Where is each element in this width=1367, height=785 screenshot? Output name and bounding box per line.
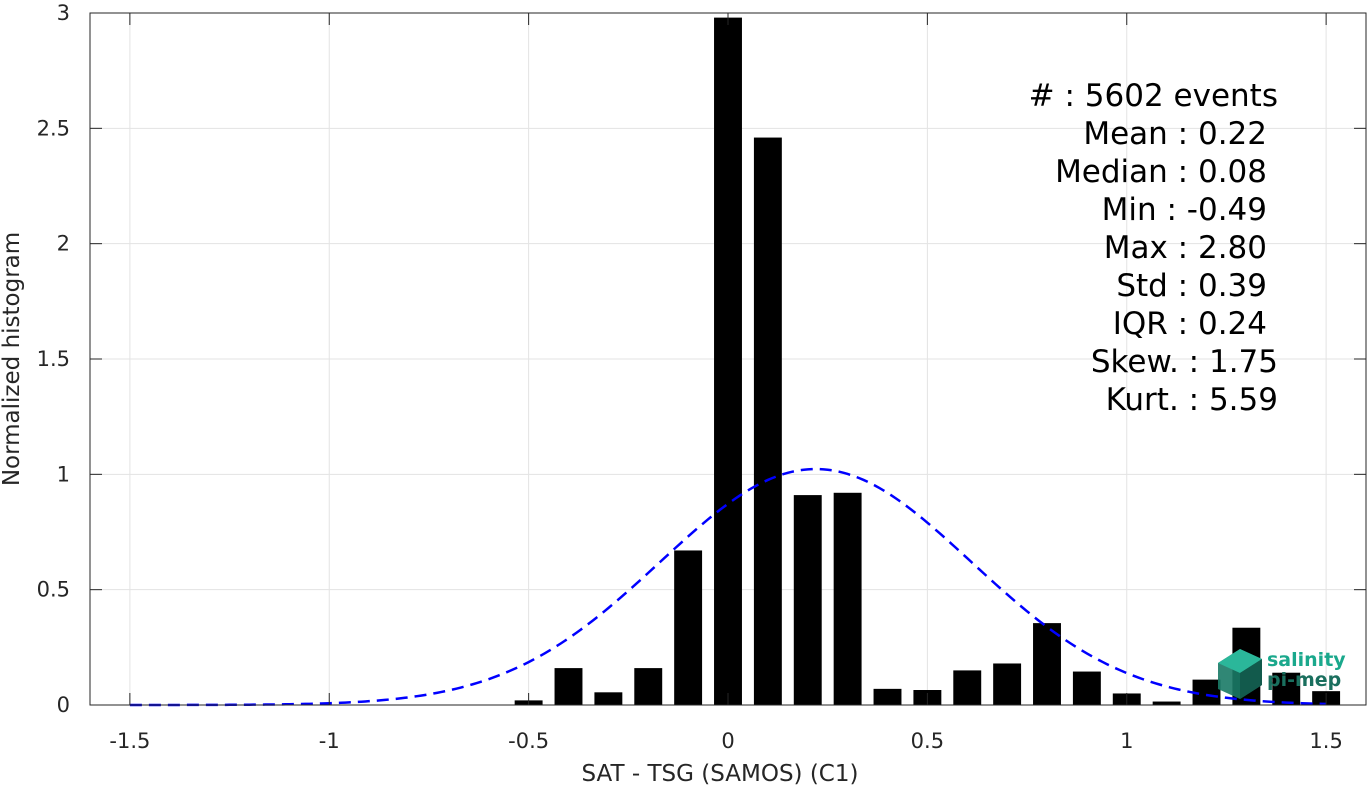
x-tick-label: -0.5 xyxy=(508,729,549,753)
histogram-bar xyxy=(753,137,782,705)
y-tick-label: 0 xyxy=(57,693,70,717)
histogram-bar xyxy=(793,495,822,705)
stats-kurt: Kurt. : 5.59 xyxy=(1106,382,1278,418)
y-tick-labels: 0 0.5 1 1.5 2 2.5 3 xyxy=(37,1,70,717)
histogram-bar xyxy=(594,692,623,705)
histogram-bar xyxy=(1152,701,1181,705)
y-tick-label: 1.5 xyxy=(37,347,70,371)
y-tick-label: 3 xyxy=(57,1,70,25)
histogram-bar xyxy=(833,492,862,705)
logo-cube-icon xyxy=(1218,649,1262,699)
histogram-bar xyxy=(554,668,583,705)
stats-max: Max : 2.80 xyxy=(1104,230,1267,266)
histogram-bar xyxy=(953,670,982,705)
axis-ticks xyxy=(90,12,1366,706)
y-tick-label: 2 xyxy=(57,232,70,256)
stats-median: Median : 0.08 xyxy=(1055,154,1267,190)
stats-count: # : 5602 events xyxy=(1029,78,1278,114)
x-tick-labels: -1.5 -1 -0.5 0 0.5 1 1.5 xyxy=(109,729,1342,753)
x-axis-label: SAT - TSG (SAMOS) (C1) xyxy=(582,761,859,785)
stats-box: # : 5602 events Mean : 0.22 Median : 0.0… xyxy=(1029,78,1278,418)
y-tick-label: 1 xyxy=(57,462,70,486)
histogram-bar xyxy=(634,668,663,705)
logo-line2: pi-mep xyxy=(1267,669,1341,691)
stats-min: Min : -0.49 xyxy=(1102,192,1267,228)
y-tick-label: 0.5 xyxy=(37,578,70,602)
stats-skew: Skew. : 1.75 xyxy=(1091,344,1278,380)
histogram-bar xyxy=(873,688,902,705)
histogram-bar xyxy=(1272,672,1301,705)
histogram-bar xyxy=(1072,671,1101,705)
histogram-bar xyxy=(993,663,1022,705)
x-tick-label: 1.5 xyxy=(1309,729,1342,753)
histogram-bar xyxy=(674,550,703,705)
stats-mean: Mean : 0.22 xyxy=(1083,116,1267,152)
histogram-bar xyxy=(714,17,742,705)
x-tick-label: 0 xyxy=(721,729,734,753)
stats-iqr: IQR : 0.24 xyxy=(1113,306,1267,342)
salinity-pimep-logo: salinity pi-mep xyxy=(1218,649,1346,699)
x-tick-label: 1 xyxy=(1120,729,1133,753)
histogram-bars xyxy=(514,17,1341,705)
histogram-bar xyxy=(1033,623,1061,705)
logo-line1: salinity xyxy=(1267,649,1346,671)
x-tick-label: 0.5 xyxy=(911,729,944,753)
x-tick-label: -1 xyxy=(319,729,340,753)
y-tick-label: 2.5 xyxy=(37,116,70,140)
stats-std: Std : 0.39 xyxy=(1116,268,1267,304)
x-tick-label: -1.5 xyxy=(109,729,150,753)
y-axis-label: Normalized histogram xyxy=(0,232,25,486)
